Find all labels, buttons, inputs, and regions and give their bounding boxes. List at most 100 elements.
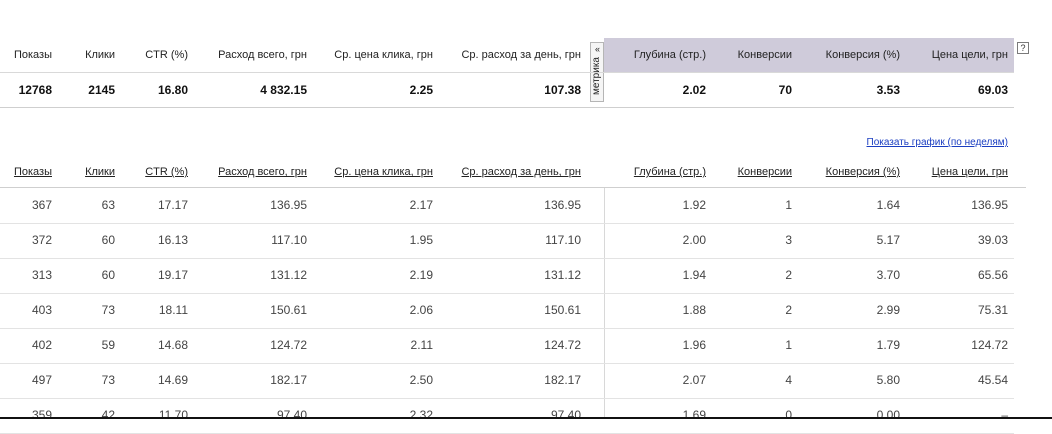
cell-shows: 402 bbox=[31, 338, 52, 352]
sort-by-shows-link[interactable]: Показы bbox=[13, 166, 52, 178]
sort-by-ctr-link[interactable]: CTR (%) bbox=[145, 166, 188, 178]
cell-conversions: 1 bbox=[785, 198, 792, 212]
summary-avg-cpc: 2.25 bbox=[409, 83, 433, 97]
cell-shows: 359 bbox=[31, 408, 52, 422]
cell-goal-cost: 65.56 bbox=[977, 268, 1008, 282]
cell-depth: 1.69 bbox=[682, 408, 706, 422]
col-header-depth: Глубина (стр.) bbox=[633, 49, 706, 61]
cell-conversion-rate: 1.79 bbox=[876, 338, 900, 352]
cell-spend-total: 117.10 bbox=[271, 233, 307, 247]
cell-goal-cost: 124.72 bbox=[971, 338, 1008, 352]
cell-conversions: 3 bbox=[785, 233, 792, 247]
table-row: 367 63 17.17 136.95 2.17 136.95 1.92 1 1… bbox=[0, 188, 1014, 224]
table-row: 402 59 14.68 124.72 2.11 124.72 1.96 1 1… bbox=[0, 328, 1014, 364]
sort-by-depth-link[interactable]: Глубина (стр.) bbox=[633, 166, 706, 178]
cell-spend-total: 136.95 bbox=[270, 198, 307, 212]
cell-avg-cpc: 2.32 bbox=[409, 408, 433, 422]
cell-ctr: 19.17 bbox=[157, 268, 188, 282]
cell-conversion-rate: 5.80 bbox=[876, 373, 900, 387]
cell-goal-cost: 39.03 bbox=[977, 233, 1008, 247]
cell-ctr: 11.70 bbox=[158, 408, 188, 422]
cell-conversions: 2 bbox=[785, 268, 792, 282]
cell-avg-cpc: 1.95 bbox=[409, 233, 433, 247]
show-weekly-graph-link[interactable]: Показать график (по неделям) bbox=[866, 137, 1009, 148]
cell-conversions: 0 bbox=[785, 408, 792, 422]
summary-shows: 12768 bbox=[18, 83, 52, 97]
cell-avg-daily-spend: 182.17 bbox=[544, 373, 581, 387]
summary-conversion-rate: 3.53 bbox=[876, 83, 900, 97]
sort-by-conversions-link[interactable]: Конверсии bbox=[737, 166, 792, 178]
cell-depth: 1.88 bbox=[682, 303, 706, 317]
sort-by-goal-cost-link[interactable]: Цена цели, грн bbox=[931, 166, 1008, 178]
cell-clicks: 73 bbox=[101, 373, 115, 387]
cell-goal-cost: 75.31 bbox=[977, 303, 1008, 317]
cell-clicks: 60 bbox=[101, 233, 115, 247]
cell-shows: 497 bbox=[31, 373, 52, 387]
cell-spend-total: 182.17 bbox=[270, 373, 307, 387]
sort-by-spend-total-link[interactable]: Расход всего, грн bbox=[218, 166, 307, 178]
table-row: 403 73 18.11 150.61 2.06 150.61 1.88 2 2… bbox=[0, 293, 1014, 329]
summary-ctr: 16.80 bbox=[157, 83, 188, 97]
cell-clicks: 60 bbox=[101, 268, 115, 282]
cell-avg-cpc: 2.50 bbox=[409, 373, 433, 387]
cell-conversion-rate: 3.70 bbox=[876, 268, 900, 282]
cell-goal-cost: – bbox=[1001, 408, 1008, 422]
cell-shows: 313 bbox=[31, 268, 52, 282]
cell-shows: 372 bbox=[31, 233, 52, 247]
summary-goal-cost: 69.03 bbox=[977, 83, 1008, 97]
col-header-shows: Показы bbox=[13, 49, 52, 61]
sort-by-avg-daily-spend-link[interactable]: Ср. расход за день, грн bbox=[461, 166, 581, 178]
col-header-spend-total: Расход всего, грн bbox=[218, 49, 307, 61]
cell-clicks: 42 bbox=[101, 408, 115, 422]
cell-avg-daily-spend: 124.72 bbox=[544, 338, 581, 352]
cell-avg-daily-spend: 131.12 bbox=[544, 268, 581, 282]
cell-conversions: 4 bbox=[785, 373, 792, 387]
summary-avg-daily-spend: 107.38 bbox=[544, 83, 581, 97]
cell-conversion-rate: 2.99 bbox=[876, 303, 900, 317]
col-header-avg-daily-spend: Ср. расход за день, грн bbox=[461, 49, 581, 61]
table-row: 372 60 16.13 117.10 1.95 117.10 2.00 3 5… bbox=[0, 223, 1014, 259]
cell-depth: 1.96 bbox=[682, 338, 706, 352]
sort-by-conversion-rate-link[interactable]: Конверсия (%) bbox=[825, 166, 900, 178]
cell-conversion-rate: 5.17 bbox=[876, 233, 900, 247]
col-header-clicks: Клики bbox=[85, 49, 115, 61]
col-header-conversions: Конверсии bbox=[737, 49, 792, 61]
cell-spend-total: 131.12 bbox=[270, 268, 307, 282]
cell-ctr: 14.68 bbox=[157, 338, 188, 352]
cell-ctr: 18.11 bbox=[158, 303, 188, 317]
cell-ctr: 17.17 bbox=[157, 198, 188, 212]
detail-header-row: Показы Клики CTR (%) Расход всего, грн С… bbox=[0, 155, 1026, 188]
cell-conversion-rate: 0.00 bbox=[876, 408, 900, 422]
cell-clicks: 73 bbox=[101, 303, 115, 317]
table-row: 359 42 11.70 97.40 2.32 97.40 1.69 0 0.0… bbox=[0, 398, 1014, 434]
cell-spend-total: 150.61 bbox=[270, 303, 307, 317]
bottom-border-line bbox=[0, 417, 1052, 419]
sort-by-avg-cpc-link[interactable]: Ср. цена клика, грн bbox=[334, 166, 433, 178]
col-header-ctr: CTR (%) bbox=[145, 49, 188, 61]
cell-avg-cpc: 2.11 bbox=[410, 338, 433, 352]
cell-conversions: 2 bbox=[785, 303, 792, 317]
summary-depth: 2.02 bbox=[682, 83, 706, 97]
sort-by-clicks-link[interactable]: Клики bbox=[85, 166, 115, 178]
cell-shows: 367 bbox=[31, 198, 52, 212]
cell-spend-total: 124.72 bbox=[270, 338, 307, 352]
cell-goal-cost: 136.95 bbox=[971, 198, 1008, 212]
cell-clicks: 63 bbox=[101, 198, 115, 212]
cell-depth: 1.92 bbox=[682, 198, 706, 212]
cell-goal-cost: 45.54 bbox=[977, 373, 1008, 387]
cell-conversion-rate: 1.64 bbox=[876, 198, 900, 212]
help-icon[interactable]: ? bbox=[1017, 42, 1029, 54]
col-header-goal-cost: Цена цели, грн bbox=[931, 49, 1008, 61]
cell-depth: 2.00 bbox=[682, 233, 706, 247]
col-header-conversion-rate: Конверсия (%) bbox=[825, 49, 900, 61]
cell-avg-cpc: 2.19 bbox=[409, 268, 433, 282]
summary-values-row: 12768 2145 16.80 4 832.15 2.25 107.38 2.… bbox=[0, 72, 1014, 108]
column-group-divider bbox=[604, 188, 605, 419]
cell-avg-daily-spend: 150.61 bbox=[544, 303, 581, 317]
table-row: 313 60 19.17 131.12 2.19 131.12 1.94 2 3… bbox=[0, 258, 1014, 294]
summary-conversions: 70 bbox=[778, 83, 792, 97]
cell-avg-daily-spend: 97.40 bbox=[550, 408, 581, 422]
cell-depth: 2.07 bbox=[682, 373, 706, 387]
cell-depth: 1.94 bbox=[682, 268, 706, 282]
summary-clicks: 2145 bbox=[88, 83, 115, 97]
